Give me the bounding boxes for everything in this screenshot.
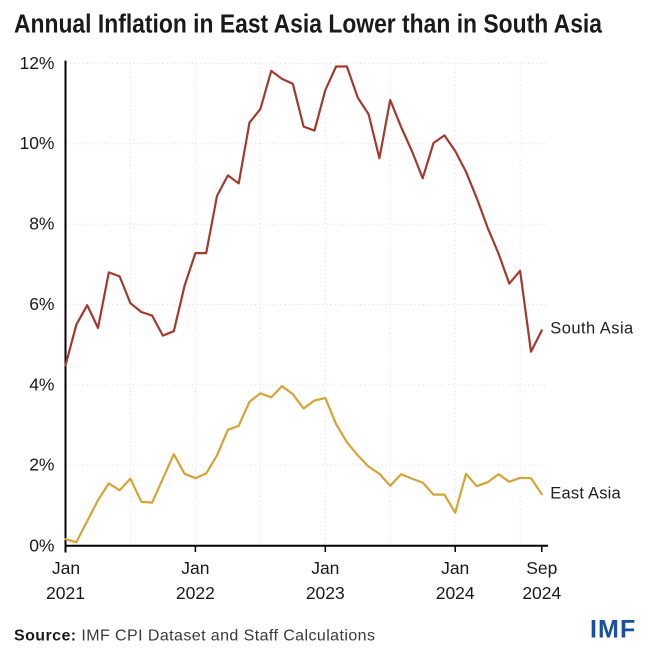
svg-text:6%: 6% [29,294,54,314]
svg-text:2023: 2023 [306,583,345,603]
svg-text:East Asia: East Asia [550,485,621,503]
svg-text:2022: 2022 [176,583,215,603]
svg-text:4%: 4% [29,374,54,394]
svg-text:IMF: IMF [590,616,636,644]
svg-text:Sep: Sep [526,558,557,578]
svg-text:Jan: Jan [441,558,469,578]
svg-text:2024: 2024 [436,583,475,603]
svg-text:Source: IMF CPI Dataset and St: Source: IMF CPI Dataset and Staff Calcul… [14,628,375,645]
svg-text:Jan: Jan [181,558,209,578]
svg-text:2021: 2021 [46,583,85,603]
svg-text:South Asia: South Asia [550,319,634,337]
svg-text:Annual Inflation in East Asia: Annual Inflation in East Asia Lower than… [14,11,603,39]
svg-text:0%: 0% [29,536,54,556]
svg-text:8%: 8% [29,214,54,234]
svg-text:Jan: Jan [311,558,339,578]
svg-text:2%: 2% [29,455,54,475]
svg-text:12%: 12% [19,53,54,73]
svg-text:2024: 2024 [522,583,561,603]
svg-text:Jan: Jan [52,558,80,578]
svg-text:10%: 10% [19,133,54,153]
